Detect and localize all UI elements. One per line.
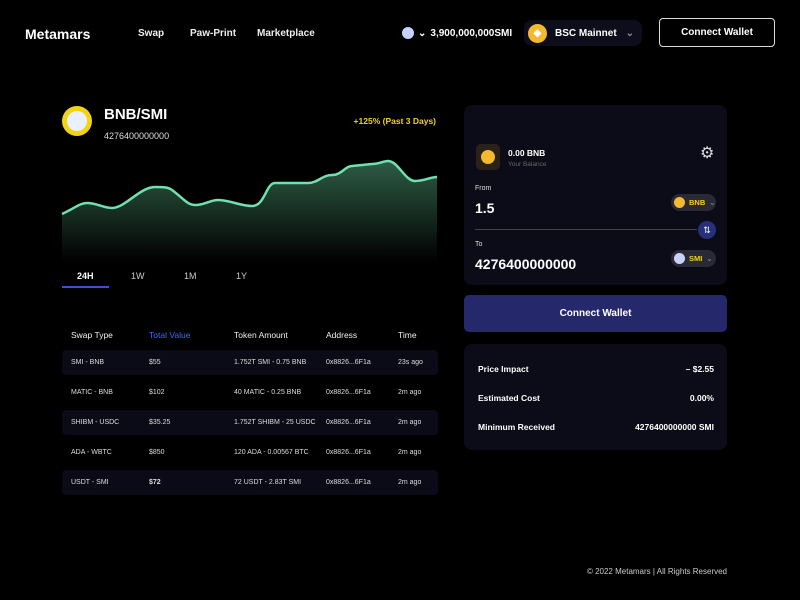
cell: 23s ago	[398, 350, 438, 375]
pair-title: BNB/SMI	[104, 106, 168, 123]
cell: $102	[149, 389, 165, 396]
cell: 2m ago	[398, 470, 438, 495]
bsc-icon: ◆	[528, 23, 547, 43]
balance-text: 3,900,000,000SMI	[430, 27, 513, 39]
cell: 120 ADA - 0.00567 BTC	[234, 449, 309, 456]
tab-1m[interactable]: 1M	[184, 271, 197, 281]
token-balance[interactable]: ⌄ 3,900,000,000SMI	[402, 27, 512, 39]
cell: 72 USDT - 2.83T SMI	[234, 470, 326, 495]
cell: 0x8826...6F1a	[326, 470, 398, 495]
minimum-received-row: Minimum Received 4276400000000 SMI	[478, 422, 714, 432]
summary-value: – $2.55	[685, 364, 714, 374]
col-address[interactable]: Address	[326, 330, 358, 340]
table-row[interactable]: SMI - BNB $55 1.752T SMI - 0.75 BNB 0x8826.…	[62, 350, 438, 375]
tab-24h[interactable]: 24H	[77, 271, 94, 281]
bnb-icon	[476, 144, 500, 170]
cell: SMI - BNB	[62, 350, 149, 375]
cell: 0x8826...6F1a	[326, 389, 371, 396]
summary-value: 4276400000000 SMI	[635, 422, 714, 432]
bnb-icon	[674, 197, 685, 208]
table-row[interactable]: MATIC - BNB $102 40 MATIC - 0.25 BNB 0x8826…	[62, 380, 438, 405]
col-swap-type[interactable]: Swap Type	[71, 330, 113, 340]
price-impact-row: Price Impact – $2.55	[478, 364, 714, 374]
logo[interactable]: Metamars	[25, 26, 91, 42]
cell: 0x8826...6F1a	[326, 350, 398, 375]
swap-history-table: Swap Type Total Value Token Amount Addre…	[62, 325, 438, 500]
from-amount-input[interactable]: 1.5	[475, 200, 495, 216]
chart-area	[62, 161, 437, 262]
cell: ADA - WBTC	[71, 449, 112, 456]
settings-gear-icon[interactable]: ⚙	[700, 145, 715, 162]
nav-swap[interactable]: Swap	[138, 28, 165, 39]
cell: $55	[149, 350, 234, 375]
col-total-value[interactable]: Total Value	[149, 330, 191, 340]
chevron-down-icon: ⌄	[709, 198, 716, 207]
swap-card: 0.00 BNB Your Balance ⚙ From 1.5 BNB ⌄ ⇅ …	[464, 105, 727, 285]
divider	[475, 229, 697, 230]
cell: 2m ago	[398, 389, 422, 396]
table-row[interactable]: SHIBM - USDC $35.25 1.752T SHIBM - 25 USDC…	[62, 410, 438, 435]
summary-label: Estimated Cost	[478, 393, 540, 403]
cell: USDT - SMI	[62, 470, 149, 495]
pair-value: 4276400000000	[104, 131, 170, 141]
chevron-down-icon: ⌄	[625, 27, 634, 39]
nav-paw-print[interactable]: Paw-Print	[190, 28, 237, 39]
cell: 1.752T SHIBM - 25 USDC	[234, 410, 326, 435]
summary-label: Minimum Received	[478, 422, 555, 432]
network-label: BSC Mainnet	[555, 27, 617, 39]
estimated-cost-row: Estimated Cost 0.00%	[478, 393, 714, 403]
pair-avatar	[62, 106, 92, 136]
connect-wallet-header-button[interactable]: Connect Wallet	[659, 18, 775, 47]
tab-underline	[62, 286, 109, 288]
cell: $850	[149, 449, 165, 456]
col-time[interactable]: Time	[398, 330, 417, 340]
footer-copyright: © 2022 Metamars | All Rights Reserved	[586, 567, 727, 576]
cell: 0x8826...6F1a	[326, 410, 398, 435]
price-change: +125% (Past 3 Days)	[353, 116, 436, 126]
from-token-selector[interactable]: BNB ⌄	[671, 194, 716, 211]
cell: 40 MATIC - 0.25 BNB	[234, 389, 302, 396]
tab-1w[interactable]: 1W	[131, 271, 145, 281]
cell: 0x8826...6F1a	[326, 449, 371, 456]
cell: MATIC - BNB	[71, 389, 113, 396]
chevron-down-icon: ⌄	[706, 254, 713, 263]
nav-marketplace[interactable]: Marketplace	[257, 28, 315, 39]
to-label: To	[475, 241, 483, 248]
cell: SHIBM - USDC	[62, 410, 149, 435]
chevron-down-icon: ⌄	[418, 27, 427, 39]
cell: 2m ago	[398, 449, 422, 456]
to-token-selector[interactable]: SMI ⌄	[671, 250, 716, 267]
tab-1y[interactable]: 1Y	[236, 271, 248, 281]
to-token-label: SMI	[689, 254, 703, 263]
swap-summary-card	[464, 344, 727, 450]
balance-label: Your Balance	[508, 161, 547, 168]
from-label: From	[475, 185, 492, 192]
network-selector[interactable]: ◆ BSC Mainnet ⌄	[524, 20, 642, 46]
chart-line	[61, 159, 438, 216]
cell: $35.25	[149, 410, 234, 435]
col-token-amount[interactable]: Token Amount	[234, 330, 288, 340]
smi-coin-icon	[674, 253, 685, 264]
to-amount-input[interactable]: 4276400000000	[475, 256, 577, 272]
swap-direction-icon[interactable]: ⇅	[698, 221, 716, 239]
cell: $72	[149, 470, 234, 495]
cell: 2m ago	[398, 410, 438, 435]
table-row[interactable]: ADA - WBTC $850 120 ADA - 0.00567 BTC 0x882…	[62, 440, 438, 465]
smi-coin-icon	[402, 27, 414, 39]
wallet-balance: 0.00 BNB	[508, 148, 546, 158]
from-token-label: BNB	[689, 198, 706, 207]
summary-value: 0.00%	[689, 393, 714, 403]
table-row[interactable]: USDT - SMI $72 72 USDT - 2.83T SMI 0x8826..…	[62, 470, 438, 495]
table-header: Swap Type Total Value Token Amount Addre…	[62, 330, 438, 345]
summary-label: Price Impact	[478, 364, 529, 374]
connect-wallet-button[interactable]: Connect Wallet	[464, 295, 727, 332]
cell: 1.752T SMI - 0.75 BNB	[234, 350, 326, 375]
